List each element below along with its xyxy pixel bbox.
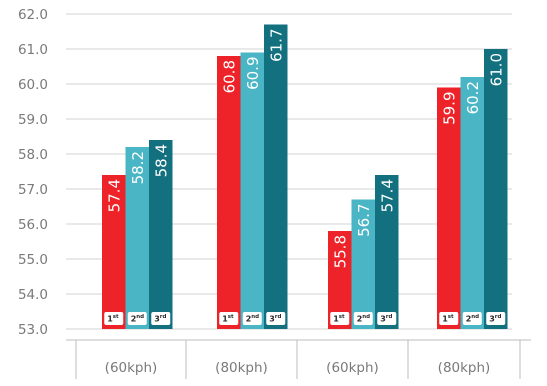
bar (460, 77, 484, 329)
data-label: 60.2 (464, 81, 482, 114)
rank-badge-number: 3 (154, 315, 160, 324)
data-label: 56.7 (355, 204, 373, 237)
rank-badge-number: 1 (107, 315, 113, 324)
rank-badge-number: 3 (380, 315, 386, 324)
rank-badge (242, 312, 262, 325)
category-label: (80kph) (215, 360, 268, 376)
category-label: (60kph) (105, 360, 158, 376)
bar (351, 199, 375, 329)
rank-badge-number: 3 (269, 315, 275, 324)
rank-badge-number: 1 (442, 315, 448, 324)
y-tick-label: 62.0 (18, 7, 48, 23)
rank-badge (486, 312, 506, 325)
y-tick-label: 59.0 (18, 112, 48, 128)
y-tick-label: 57.0 (18, 182, 48, 198)
category-label: (60kph) (326, 360, 379, 376)
bar (437, 87, 461, 329)
data-label: 58.4 (152, 144, 170, 177)
bar (125, 147, 149, 329)
rank-badge-suffix: st (448, 314, 454, 320)
rank-badge-number: 2 (466, 315, 472, 324)
rank-badge-suffix: nd (136, 314, 144, 320)
rank-badge-number: 1 (222, 315, 228, 324)
rank-badge-suffix: st (228, 314, 234, 320)
data-label: 61.7 (267, 29, 285, 62)
rank-badge-number: 2 (246, 315, 252, 324)
bar (328, 231, 352, 329)
rank-badge-suffix: st (339, 314, 345, 320)
rank-badge-suffix: nd (471, 314, 479, 320)
rank-badge (219, 312, 239, 325)
bar (264, 24, 288, 329)
data-label: 57.4 (105, 179, 123, 212)
rank-badge-number: 2 (131, 315, 137, 324)
data-label: 60.8 (220, 60, 238, 93)
rank-badge (353, 312, 373, 325)
data-label: 60.9 (244, 57, 262, 90)
bar (240, 52, 264, 329)
rank-badge (151, 312, 171, 325)
y-tick-label: 56.0 (18, 217, 48, 233)
y-tick-label: 60.0 (18, 77, 48, 93)
y-tick-label: 53.0 (18, 322, 48, 338)
rank-badge-suffix: nd (251, 314, 259, 320)
bar (375, 175, 399, 329)
data-label: 59.9 (440, 92, 458, 125)
rank-badge-number: 1 (333, 315, 339, 324)
rank-badge (330, 312, 350, 325)
bar (149, 140, 173, 329)
rank-badge-number: 2 (357, 315, 363, 324)
rank-badge (127, 312, 147, 325)
rank-badge-number: 3 (489, 315, 495, 324)
rank-badge (104, 312, 124, 325)
bar (484, 49, 508, 329)
data-label: 58.2 (129, 151, 147, 184)
data-label: 61.0 (487, 53, 505, 86)
y-tick-label: 58.0 (18, 147, 48, 163)
rank-badge-suffix: rd (275, 314, 282, 320)
y-tick-label: 61.0 (18, 42, 48, 58)
rank-badge (462, 312, 482, 325)
bar (102, 175, 126, 329)
category-label: (80kph) (438, 360, 491, 376)
rank-badge-suffix: rd (160, 314, 167, 320)
rank-badge (377, 312, 397, 325)
rank-badge-suffix: nd (362, 314, 370, 320)
y-tick-label: 54.0 (18, 287, 48, 303)
rank-badge (439, 312, 459, 325)
rank-badge-suffix: st (113, 314, 119, 320)
bar (217, 56, 241, 329)
data-label: 55.8 (331, 235, 349, 268)
rank-badge-suffix: rd (386, 314, 393, 320)
rank-badge (266, 312, 286, 325)
data-label: 57.4 (378, 179, 396, 212)
y-tick-label: 55.0 (18, 252, 48, 268)
rank-badge-suffix: rd (495, 314, 502, 320)
